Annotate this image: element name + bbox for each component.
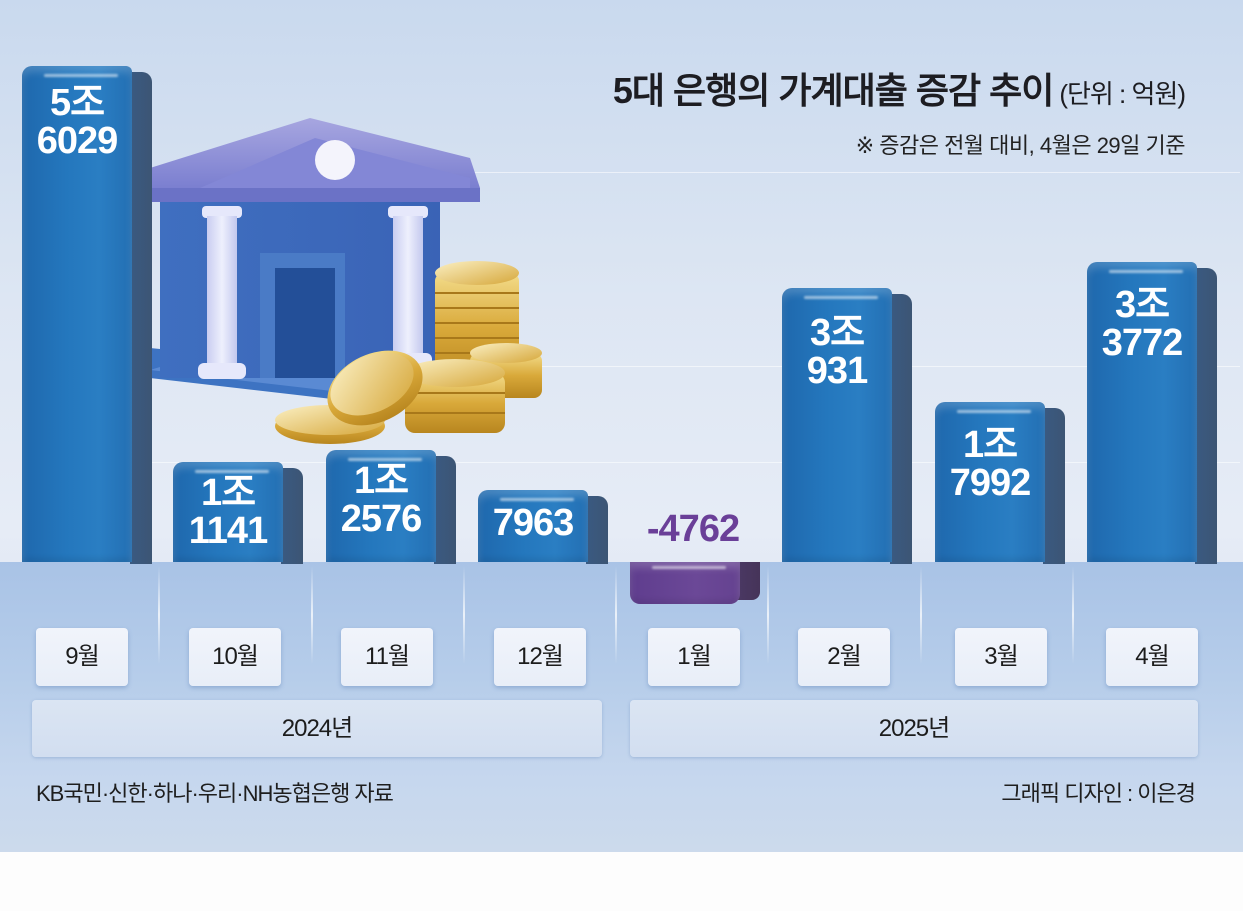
year-label-2025: 2025년: [630, 700, 1198, 757]
bar-label: 3조 3772: [1087, 286, 1197, 362]
bar-label-negative: -4762: [646, 508, 740, 550]
column-divider: [311, 566, 313, 664]
bar-mar-2025[interactable]: 1조 7992: [935, 402, 1065, 564]
bank-coins-icon: [150, 118, 542, 444]
unit-label: (단위 : 억원): [1059, 79, 1186, 109]
bar-front: [173, 462, 283, 562]
bar-side: [281, 468, 303, 564]
bar-label-line2: 2576: [340, 498, 423, 540]
bar-side: [738, 562, 760, 600]
bar-label-line1: 1조: [200, 472, 256, 514]
bar-label-line1: 3조: [809, 312, 865, 354]
bar-front: [630, 562, 740, 604]
bar-side: [434, 456, 456, 564]
month-label-mar: 3월: [955, 628, 1047, 686]
month-label-jan: 1월: [648, 628, 740, 686]
bar-apr-2025[interactable]: 3조 3772: [1087, 262, 1217, 564]
bar-side: [1043, 408, 1065, 564]
graphic-credit: 그래픽 디자인 : 이은경: [1001, 781, 1196, 806]
bar-label-line1: 1조: [353, 460, 409, 502]
chart-canvas: 5대 은행의 가계대출 증감 추이 (단위 : 억원) ※ 증감은 전월 대비, …: [0, 0, 1243, 852]
bar-label-line2: 931: [806, 350, 868, 392]
month-label-apr: 4월: [1106, 628, 1198, 686]
chart-note: ※ 증감은 전월 대비, 4월은 29일 기준: [855, 133, 1186, 158]
bar-label-line1: 1조: [962, 424, 1018, 466]
bar-label-line2: 1141: [188, 510, 268, 552]
column-divider: [158, 566, 160, 664]
column-divider: [1072, 566, 1074, 664]
gridline: [150, 366, 1240, 367]
bar-label: 3조 931: [782, 314, 892, 390]
bar-nov-2024[interactable]: 1조 2576: [326, 450, 456, 564]
bar-label: 1조 1141: [173, 474, 283, 550]
column-divider: [463, 566, 465, 664]
month-label-feb: 2월: [798, 628, 890, 686]
gridline: [150, 172, 1240, 173]
bar-label-line2: 7963: [492, 502, 575, 544]
bar-oct-2024[interactable]: 1조 1141: [173, 462, 303, 564]
month-label-oct: 10월: [189, 628, 281, 686]
bar-label: 7963: [478, 504, 588, 542]
bar-feb-2025[interactable]: 3조 931: [782, 288, 912, 564]
bar-label-line1: 5조: [49, 82, 105, 124]
month-label-dec: 12월: [494, 628, 586, 686]
gridline: [150, 462, 1240, 463]
bar-side: [890, 294, 912, 564]
bar-side: [130, 72, 152, 564]
bar-front: [22, 66, 132, 562]
title-text: 5대 은행의 가계대출 증감 추이: [612, 70, 1054, 111]
column-divider: [615, 566, 617, 664]
bar-label: 1조 2576: [326, 462, 436, 538]
bar-label: 5조 6029: [22, 84, 132, 160]
bar-side: [586, 496, 608, 564]
bar-label-line2: 7992: [949, 462, 1032, 504]
bar-side: [1195, 268, 1217, 564]
bar-label-line1: 3조: [1114, 284, 1170, 326]
title-block: 5대 은행의 가계대출 증감 추이 (단위 : 억원) ※ 증감은 전월 대비, …: [612, 62, 1186, 160]
bar-dec-2024[interactable]: 7963: [478, 490, 608, 564]
column-divider: [767, 566, 769, 664]
bar-front: [1087, 262, 1197, 562]
bar-label: 1조 7992: [935, 426, 1045, 502]
data-source: KB국민·신한·하나·우리·NH농협은행 자료: [36, 781, 394, 806]
year-label-2024: 2024년: [32, 700, 602, 757]
bar-label-line2: 3772: [1101, 322, 1184, 364]
chart-title: 5대 은행의 가계대출 증감 추이 (단위 : 억원): [612, 62, 1186, 114]
month-label-nov: 11월: [341, 628, 433, 686]
bar-front: [326, 450, 436, 562]
bar-front: [478, 490, 588, 562]
month-label-sep: 9월: [36, 628, 128, 686]
bar-sep-2024[interactable]: 5조 6029: [22, 66, 152, 564]
bar-front: [935, 402, 1045, 562]
bar-front: [782, 288, 892, 562]
bar-label-line2: 6029: [36, 120, 119, 162]
bar-jan-2025[interactable]: [630, 562, 760, 604]
column-divider: [920, 566, 922, 664]
